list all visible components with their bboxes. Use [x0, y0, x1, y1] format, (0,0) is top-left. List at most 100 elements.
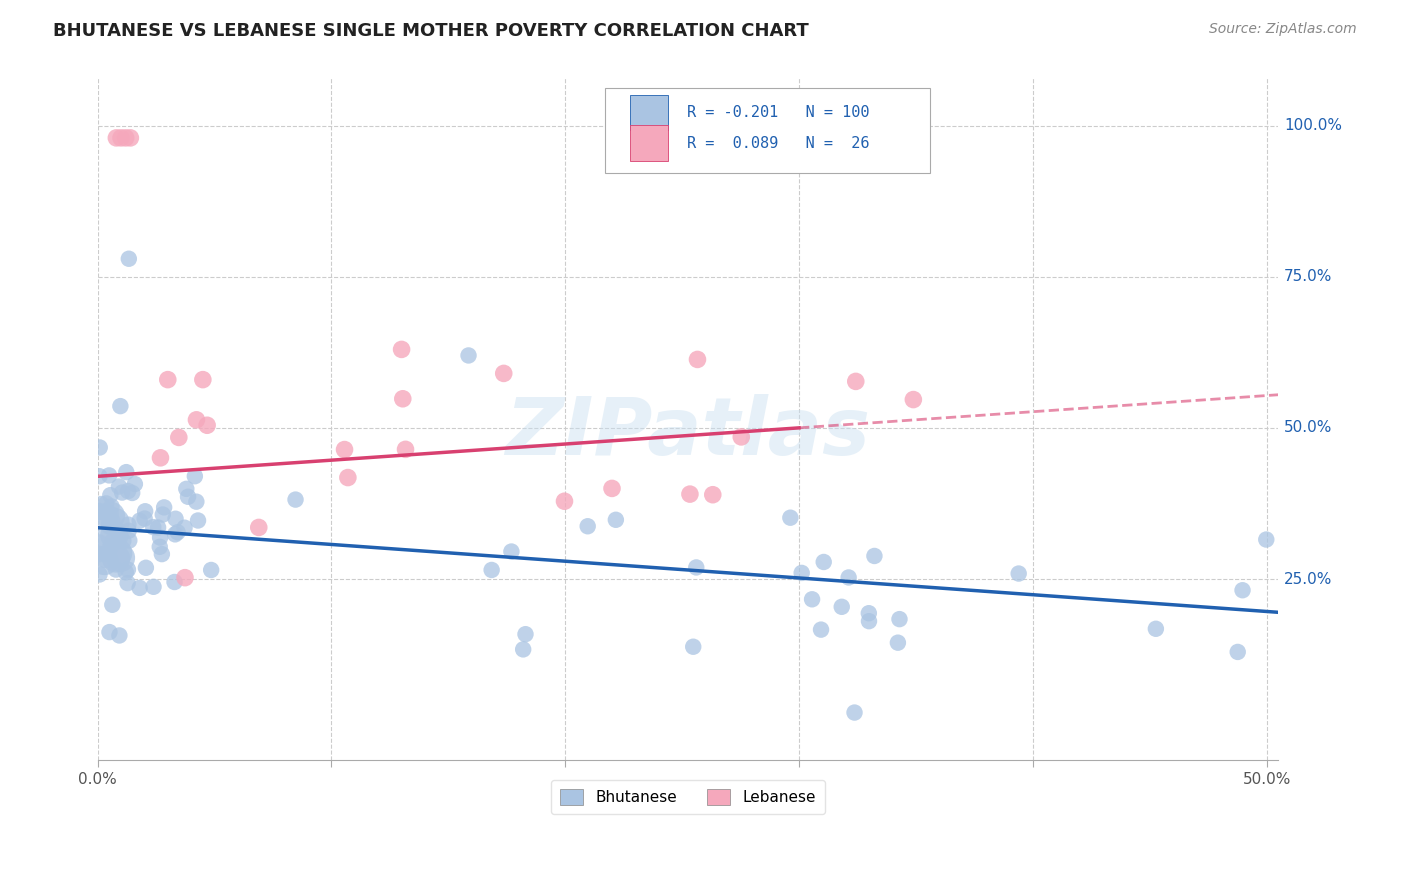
Point: [284, 492, 307, 507]
Point: [845, 375, 868, 389]
Point: [117, 576, 139, 591]
Point: [702, 488, 724, 502]
Point: [810, 623, 832, 637]
Point: [146, 520, 169, 534]
Point: [801, 592, 824, 607]
Point: [117, 484, 139, 499]
FancyBboxPatch shape: [630, 95, 668, 130]
Point: [481, 563, 503, 577]
Point: [163, 574, 186, 589]
Text: Source: ZipAtlas.com: Source: ZipAtlas.com: [1209, 22, 1357, 37]
Point: [94, 553, 117, 567]
Point: [887, 635, 910, 649]
Point: [142, 520, 165, 534]
Point: [117, 517, 139, 532]
Point: [114, 566, 136, 580]
Point: [173, 521, 195, 535]
Point: [150, 547, 173, 561]
Text: BHUTANESE VS LEBANESE SINGLE MOTHER POVERTY CORRELATION CHART: BHUTANESE VS LEBANESE SINGLE MOTHER POVE…: [53, 22, 810, 40]
Point: [96, 496, 118, 510]
Point: [103, 528, 125, 542]
Point: [89, 469, 111, 483]
Point: [118, 524, 141, 538]
Point: [247, 520, 270, 534]
Point: [844, 706, 866, 720]
Point: [165, 527, 187, 541]
Point: [186, 413, 208, 427]
Point: [118, 533, 141, 548]
Point: [779, 510, 801, 524]
Point: [863, 549, 886, 563]
Point: [101, 534, 124, 549]
Point: [167, 430, 190, 444]
Point: [336, 470, 359, 484]
Point: [101, 598, 124, 612]
Text: 25.0%: 25.0%: [1284, 572, 1333, 587]
FancyBboxPatch shape: [606, 87, 929, 173]
Point: [1008, 566, 1031, 581]
Point: [1144, 622, 1167, 636]
Point: [111, 485, 134, 500]
Point: [682, 640, 704, 654]
Point: [108, 528, 131, 542]
Point: [107, 546, 129, 560]
Text: 50.0%: 50.0%: [1284, 420, 1333, 435]
Point: [101, 514, 124, 528]
Point: [104, 516, 127, 530]
Point: [110, 550, 132, 565]
Point: [110, 131, 132, 145]
Point: [391, 392, 413, 406]
Point: [121, 486, 143, 500]
Text: ZIPatlas: ZIPatlas: [506, 393, 870, 472]
Point: [104, 563, 127, 577]
Point: [90, 505, 112, 519]
Point: [134, 504, 156, 518]
Point: [457, 348, 479, 362]
Point: [889, 612, 911, 626]
Point: [94, 547, 117, 561]
Point: [492, 367, 515, 381]
Text: 75.0%: 75.0%: [1284, 269, 1333, 285]
Point: [686, 352, 709, 367]
Point: [191, 373, 214, 387]
Point: [128, 581, 150, 595]
Text: 100.0%: 100.0%: [1284, 119, 1343, 133]
Point: [156, 373, 179, 387]
Point: [100, 508, 122, 523]
Point: [100, 507, 122, 521]
Point: [149, 450, 172, 465]
Point: [89, 504, 111, 518]
Point: [120, 131, 142, 145]
Point: [117, 563, 139, 577]
Point: [391, 343, 413, 357]
Point: [605, 513, 627, 527]
Point: [152, 508, 174, 522]
Point: [89, 547, 111, 561]
Point: [118, 252, 141, 266]
Point: [98, 468, 121, 483]
Point: [93, 535, 115, 549]
Text: R = -0.201   N = 100: R = -0.201 N = 100: [686, 104, 869, 120]
Point: [553, 494, 575, 508]
Point: [576, 519, 599, 533]
Point: [98, 488, 121, 502]
Point: [1226, 645, 1249, 659]
Point: [105, 131, 128, 145]
Point: [903, 392, 925, 407]
Point: [100, 500, 122, 514]
Point: [501, 544, 523, 558]
Point: [858, 614, 880, 628]
Point: [177, 490, 200, 504]
Point: [813, 555, 835, 569]
Point: [115, 465, 138, 479]
Point: [176, 482, 198, 496]
Point: [831, 599, 853, 614]
Point: [858, 606, 880, 620]
Point: [98, 519, 121, 533]
Legend: Bhutanese, Lebanese: Bhutanese, Lebanese: [551, 780, 825, 814]
Point: [114, 131, 136, 145]
Point: [165, 512, 187, 526]
Point: [124, 477, 146, 491]
Point: [790, 566, 813, 580]
Point: [149, 531, 172, 545]
